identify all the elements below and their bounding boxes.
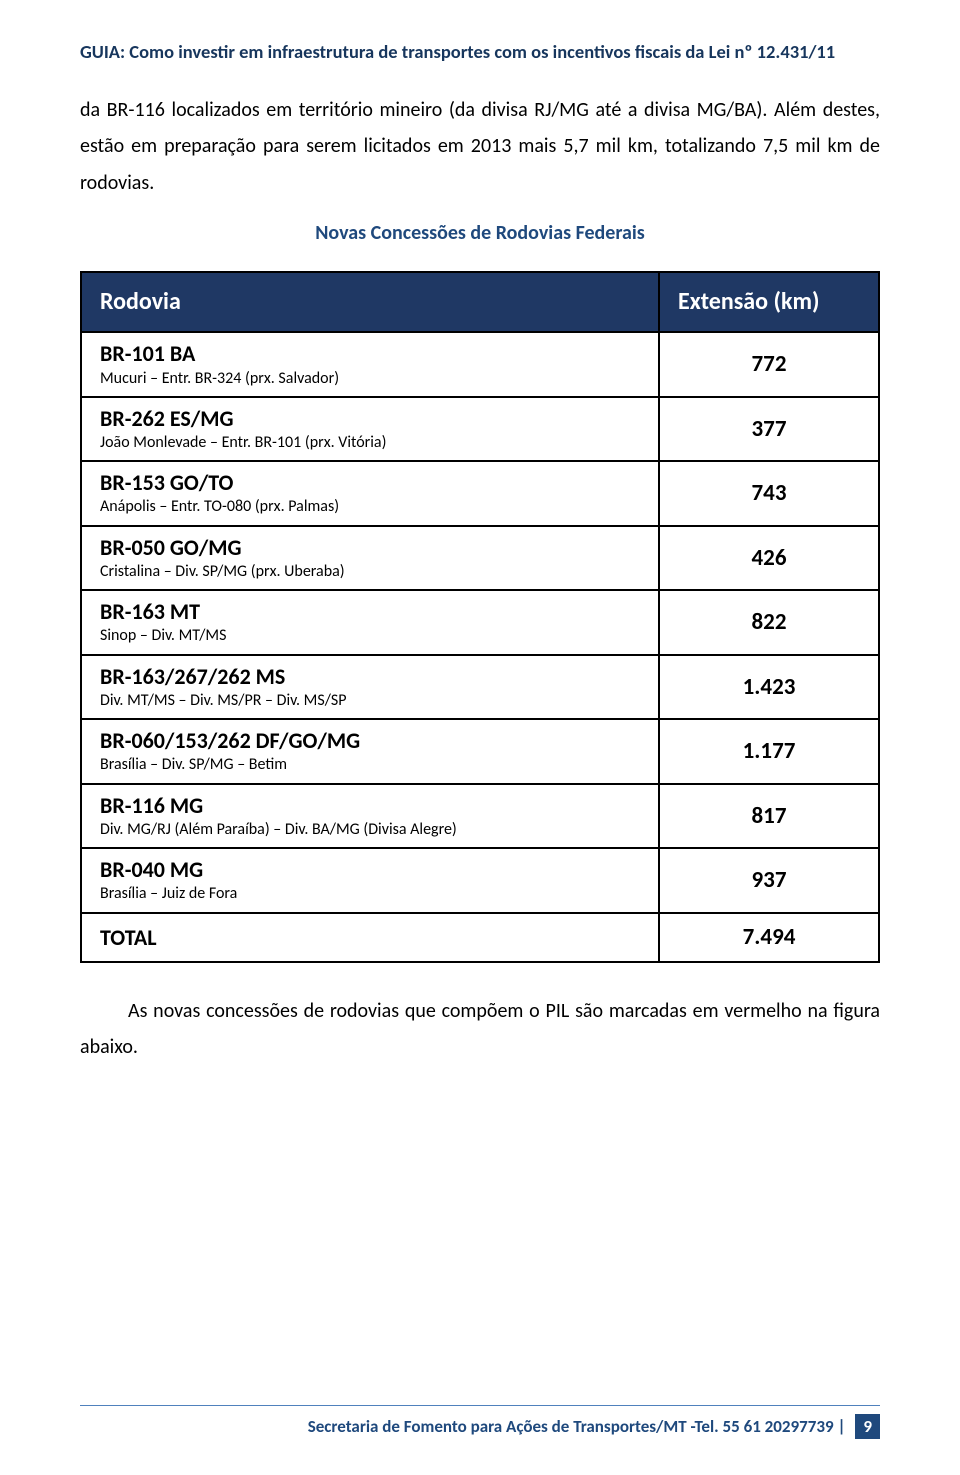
cell-extensao: 822 bbox=[659, 590, 879, 654]
table-row: BR-153 GO/TO Anápolis – Entr. TO-080 (pr… bbox=[81, 461, 879, 525]
row-main: BR-163/267/262 MS bbox=[100, 664, 648, 689]
table-row: BR-040 MG Brasília – Juiz de Fora 937 bbox=[81, 848, 879, 912]
table-row: BR-262 ES/MG João Monlevade – Entr. BR-1… bbox=[81, 397, 879, 461]
row-sub: Brasília – Div. SP/MG – Betim bbox=[100, 755, 648, 774]
cell-extensao: 937 bbox=[659, 848, 879, 912]
row-sub: Anápolis – Entr. TO-080 (prx. Palmas) bbox=[100, 497, 648, 516]
cell-extensao: 377 bbox=[659, 397, 879, 461]
cell-rodovia: BR-101 BA Mucuri – Entr. BR-324 (prx. Sa… bbox=[81, 332, 659, 396]
cell-extensao: 1.177 bbox=[659, 719, 879, 783]
table-row: BR-163/267/262 MS Div. MT/MS – Div. MS/P… bbox=[81, 655, 879, 719]
cell-rodovia: BR-050 GO/MG Cristalina – Div. SP/MG (pr… bbox=[81, 526, 659, 590]
cell-extensao: 743 bbox=[659, 461, 879, 525]
table-row: BR-101 BA Mucuri – Entr. BR-324 (prx. Sa… bbox=[81, 332, 879, 396]
page-header-title: GUIA: Como investir em infraestrutura de… bbox=[80, 40, 880, 64]
table-row: BR-116 MG Div. MG/RJ (Além Paraíba) – Di… bbox=[81, 784, 879, 848]
row-sub: Div. MT/MS – Div. MS/PR – Div. MS/SP bbox=[100, 691, 648, 710]
row-main: BR-116 MG bbox=[100, 793, 648, 818]
row-main: BR-060/153/262 DF/GO/MG bbox=[100, 728, 648, 753]
cell-rodovia: BR-163/267/262 MS Div. MT/MS – Div. MS/P… bbox=[81, 655, 659, 719]
section-subtitle: Novas Concessões de Rodovias Federais bbox=[80, 221, 880, 245]
table-row: BR-050 GO/MG Cristalina – Div. SP/MG (pr… bbox=[81, 526, 879, 590]
footer-text: Secretaria de Fomento para Ações de Tran… bbox=[308, 1416, 846, 1437]
table-total-row: TOTAL 7.494 bbox=[81, 913, 879, 962]
footer-content: Secretaria de Fomento para Ações de Tran… bbox=[80, 1414, 880, 1439]
row-sub: Div. MG/RJ (Além Paraíba) – Div. BA/MG (… bbox=[100, 820, 648, 839]
intro-paragraph: da BR-116 localizados em território mine… bbox=[80, 92, 880, 201]
cell-rodovia: BR-262 ES/MG João Monlevade – Entr. BR-1… bbox=[81, 397, 659, 461]
total-value: 7.494 bbox=[659, 913, 879, 962]
table-row: BR-163 MT Sinop – Div. MT/MS 822 bbox=[81, 590, 879, 654]
row-sub: Cristalina – Div. SP/MG (prx. Uberaba) bbox=[100, 562, 648, 581]
cell-rodovia: BR-153 GO/TO Anápolis – Entr. TO-080 (pr… bbox=[81, 461, 659, 525]
row-sub: Sinop – Div. MT/MS bbox=[100, 626, 648, 645]
col-header-rodovia: Rodovia bbox=[81, 272, 659, 332]
row-main: BR-262 ES/MG bbox=[100, 406, 648, 431]
cell-extensao: 817 bbox=[659, 784, 879, 848]
page-number: 9 bbox=[855, 1414, 880, 1439]
row-main: BR-050 GO/MG bbox=[100, 535, 648, 560]
closing-paragraph: As novas concessões de rodovias que comp… bbox=[80, 993, 880, 1066]
total-label: TOTAL bbox=[81, 913, 659, 962]
cell-extensao: 772 bbox=[659, 332, 879, 396]
row-main: BR-040 MG bbox=[100, 857, 648, 882]
footer-rule bbox=[80, 1405, 880, 1406]
row-sub: Brasília – Juiz de Fora bbox=[100, 884, 648, 903]
cell-rodovia: BR-060/153/262 DF/GO/MG Brasília – Div. … bbox=[81, 719, 659, 783]
rodovias-table: Rodovia Extensão (km) BR-101 BA Mucuri –… bbox=[80, 271, 880, 962]
table-row: BR-060/153/262 DF/GO/MG Brasília – Div. … bbox=[81, 719, 879, 783]
row-sub: Mucuri – Entr. BR-324 (prx. Salvador) bbox=[100, 369, 648, 388]
row-main: BR-101 BA bbox=[100, 341, 648, 366]
cell-extensao: 426 bbox=[659, 526, 879, 590]
row-main: BR-163 MT bbox=[100, 599, 648, 624]
cell-rodovia: BR-040 MG Brasília – Juiz de Fora bbox=[81, 848, 659, 912]
page-footer: Secretaria de Fomento para Ações de Tran… bbox=[80, 1405, 880, 1439]
cell-extensao: 1.423 bbox=[659, 655, 879, 719]
cell-rodovia: BR-163 MT Sinop – Div. MT/MS bbox=[81, 590, 659, 654]
row-main: BR-153 GO/TO bbox=[100, 470, 648, 495]
col-header-extensao: Extensão (km) bbox=[659, 272, 879, 332]
cell-rodovia: BR-116 MG Div. MG/RJ (Além Paraíba) – Di… bbox=[81, 784, 659, 848]
row-sub: João Monlevade – Entr. BR-101 (prx. Vitó… bbox=[100, 433, 648, 452]
table-header-row: Rodovia Extensão (km) bbox=[81, 272, 879, 332]
